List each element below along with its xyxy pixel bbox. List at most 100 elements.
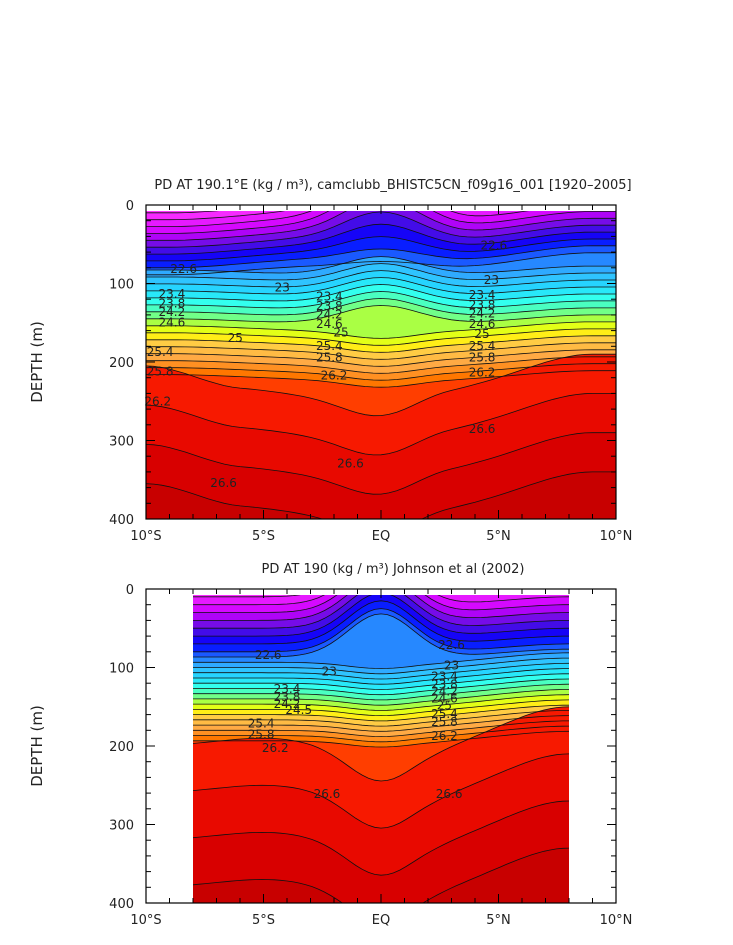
contour-label: 23.4 [316, 289, 343, 303]
contour-label: 26.6 [436, 787, 463, 801]
contour-line [193, 725, 569, 743]
contour-label: 23.4 [158, 287, 185, 301]
y-axis-label: DEPTH (m) [28, 705, 46, 787]
contour-label: 24.2 [274, 697, 301, 711]
contour-label: 24.2 [316, 307, 343, 321]
contour-label: 25 [437, 698, 452, 712]
contour-line [146, 321, 616, 339]
contour-label: 25.8 [469, 351, 496, 365]
contour-label: 26.6 [314, 787, 341, 801]
contour-label: 22.6 [480, 238, 507, 252]
contour-line [193, 613, 569, 658]
contour-label: 25.8 [431, 715, 458, 729]
contour-line [193, 720, 569, 738]
contour-label: 26.6 [337, 457, 364, 471]
contour-label: 23.8 [158, 296, 185, 310]
x-tick-label: EQ [372, 913, 390, 928]
contour-line [146, 335, 616, 353]
y-tick-label: 300 [109, 819, 134, 834]
contour-label: 23.8 [274, 690, 301, 704]
contour-line [193, 668, 569, 685]
contour-line [193, 706, 569, 782]
contour-line [146, 305, 616, 323]
contour-label: 22.6 [438, 638, 465, 652]
contour-line [193, 595, 569, 606]
contour-band [146, 471, 616, 519]
contour-line [146, 393, 616, 456]
contour-line [146, 349, 616, 367]
y-tick-label: 300 [109, 435, 134, 450]
x-tick-label: 10°N [600, 913, 633, 928]
y-tick-label: 100 [109, 662, 134, 677]
contour-line [193, 694, 569, 711]
contour-label: 26.2 [144, 395, 171, 409]
contour-line [193, 710, 569, 727]
contour-line [146, 211, 530, 227]
contour-label: 23 [275, 281, 290, 295]
contour-line [193, 699, 569, 717]
contour-line [193, 657, 569, 675]
contour-line [193, 730, 569, 748]
y-tick-label: 100 [109, 278, 134, 293]
y-tick-label: 400 [109, 897, 134, 912]
contour-line [146, 298, 616, 316]
contour-label: 23.4 [274, 682, 301, 696]
contour-label: 22.6 [170, 262, 197, 276]
contour-line [146, 211, 616, 234]
contour-line [193, 800, 569, 876]
contour-label: 24.2 [158, 305, 185, 319]
chart-title: PD AT 190 (kg / m³) Johnson et al (2002) [262, 562, 525, 577]
contour-label: 24.6 [158, 315, 185, 329]
contour-line [146, 223, 616, 255]
contour-label: 25.4 [316, 339, 343, 353]
contour-line [193, 595, 569, 629]
x-tick-label: 10°S [130, 913, 161, 928]
contour-line [146, 245, 616, 269]
contour-line [146, 328, 616, 346]
contour-label: 24.6 [431, 691, 458, 705]
contour-label: 25 [474, 327, 489, 341]
panel-obs: 22.62323.423.824.224.525.425.826.226.622… [28, 562, 632, 928]
contour-line [146, 284, 616, 302]
contour-label: 24.6 [316, 317, 343, 331]
panel-model: 22.62323.423.824.224.62525.425.826.226.6… [28, 178, 632, 544]
contour-line [146, 291, 616, 309]
contour-line [193, 678, 569, 696]
x-tick-label: 5°S [252, 529, 275, 544]
contour-line [146, 432, 616, 495]
chart-title: PD AT 190.1°E (kg / m³), camclubb_BHISTC… [154, 178, 631, 193]
contour-line [193, 673, 569, 690]
contour-line [193, 652, 569, 669]
y-tick-label: 200 [109, 740, 134, 755]
contour-label: 25.4 [469, 339, 496, 353]
contour-label: 25 [333, 325, 348, 339]
contour-line [193, 715, 569, 732]
y-tick-label: 0 [126, 583, 134, 598]
contour-line [146, 363, 616, 381]
x-tick-label: 10°N [600, 529, 633, 544]
contour-line [193, 595, 569, 613]
contour-line [193, 683, 569, 701]
contour-line [193, 595, 301, 598]
contour-label: 24.2 [469, 307, 496, 321]
x-tick-label: 5°S [252, 913, 275, 928]
x-tick-label: 5°N [486, 913, 511, 928]
contour-label: 23.8 [431, 677, 458, 691]
contour-label: 23 [444, 658, 459, 672]
y-axis-label: DEPTH (m) [28, 321, 46, 403]
x-tick-label: 10°S [130, 529, 161, 544]
contour-line [146, 270, 616, 288]
y-tick-label: 200 [109, 356, 134, 371]
contour-line [193, 753, 569, 829]
x-tick-label: EQ [372, 529, 390, 544]
y-tick-label: 0 [126, 199, 134, 214]
contour-label: 26.2 [321, 369, 348, 383]
contour-label: 25.8 [147, 365, 174, 379]
contour-label: 25 [228, 331, 243, 345]
contour-label: 24.2 [431, 684, 458, 698]
contour-label: 25.8 [316, 351, 343, 365]
contour-field [146, 211, 616, 519]
contour-line [193, 595, 569, 621]
y-tick-label: 400 [109, 513, 134, 528]
